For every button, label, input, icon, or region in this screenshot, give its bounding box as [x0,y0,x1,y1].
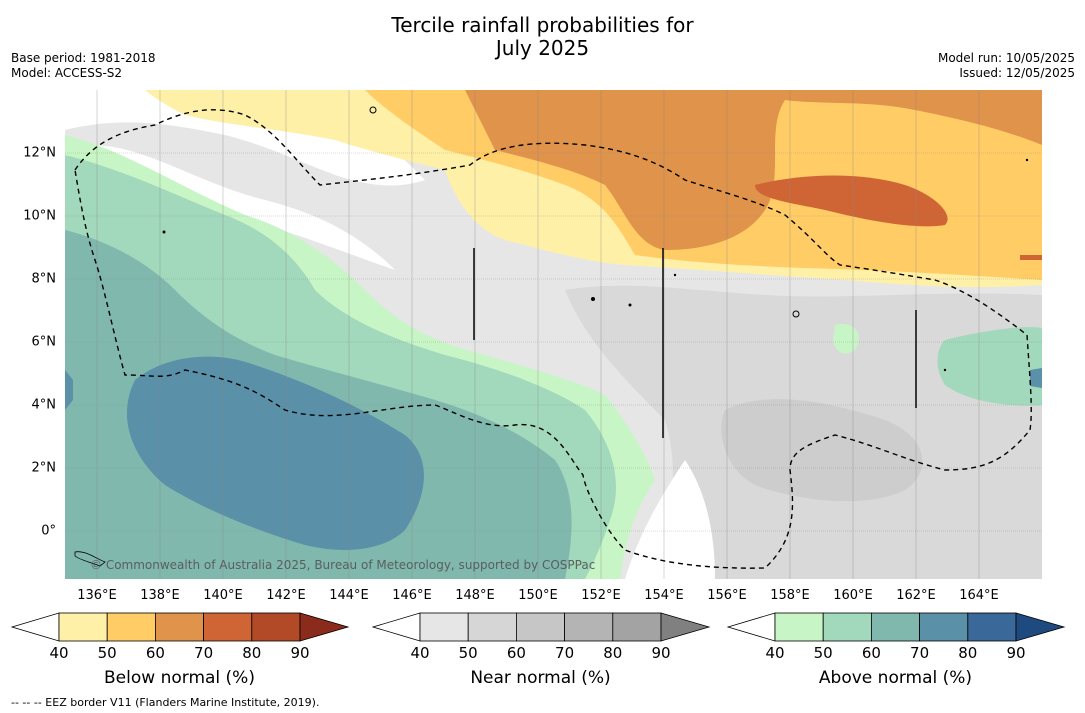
x-tick-label: 140°E [203,588,243,603]
y-tick-label: 6°N [31,334,57,350]
colorbar-under-arrow [11,612,60,642]
map-title: Tercile rainfall probabilities for July … [0,14,1085,60]
issued-date: Issued: 12/05/2025 [959,66,1075,80]
islands [74,106,1029,567]
below-normal-70-region [755,175,948,227]
colorbar-tick-label: 90 [290,644,310,662]
x-tick-label: 144°E [329,588,369,603]
colorbar-swatch [612,612,662,642]
colorbar-tick-label: 50 [97,644,117,662]
colorbar-tick-label: 50 [813,644,833,662]
meta-left: Base period: 1981-2018 Model: ACCESS-S2 [11,51,156,81]
x-tick-label: 158°E [770,588,810,603]
y-tick-label: 10°N [23,208,56,224]
eez-footnote: -- -- -- EEZ border V11 (Flanders Marine… [11,696,320,709]
colorbar-tick-label: 40 [765,644,785,662]
x-tick-label: 150°E [518,588,558,603]
colorbar-swatch [154,612,204,642]
colorbar-tick-label: 90 [651,644,671,662]
colorbar-swatch [251,612,301,642]
colorbar-over-arrow [660,612,711,642]
colorbar-swatch [967,612,1017,642]
x-tick-label: 146°E [392,588,432,603]
base-period: Base period: 1981-2018 [11,51,156,65]
title-line-1: Tercile rainfall probabilities for [391,13,694,37]
map-credit: © Commonwealth of Australia 2025, Bureau… [90,558,596,572]
colorbar-under-arrow [727,612,776,642]
colorbar-swatch [203,612,253,642]
x-tick-label: 160°E [833,588,873,603]
colorbar-over-arrow [299,612,350,642]
above-normal-east-70 [1030,368,1042,388]
colorbar-swatch [106,612,156,642]
colorbar-title: Near normal (%) [470,668,611,688]
x-tick-label: 152°E [581,588,621,603]
x-tick-label: 138°E [140,588,180,603]
colorbar-tick-label: 90 [1006,644,1026,662]
meta-right: Model run: 10/05/2025 Issued: 12/05/2025 [938,51,1075,81]
colorbar-swatch [822,612,872,642]
colorbar-tick-label: 70 [194,644,214,662]
x-tick-label: 148°E [455,588,495,603]
colorbar-tick-label: 80 [958,644,978,662]
colorbar-tick-label: 70 [910,644,930,662]
x-tick-label: 162°E [896,588,936,603]
y-tick-label: 4°N [31,397,57,413]
x-tick-label: 136°E [77,588,117,603]
y-tick-label: 12°N [23,145,56,161]
colorbar-tick-label: 50 [458,644,478,662]
colorbar-swatch [58,612,108,642]
y-tick-label: 2°N [31,460,57,476]
above-normal-patch [833,324,859,354]
x-tick-label: 154°E [644,588,684,603]
colorbar-tick-label: 60 [506,644,526,662]
eez-border [74,109,1032,569]
below-normal-60-region [465,90,1042,250]
colorbar-swatch [774,612,824,642]
colorbar-under-arrow [372,612,421,642]
title-line-2: July 2025 [495,36,590,60]
colorbar-swatch [870,612,920,642]
above-normal-east-region [937,327,1042,406]
colorbar-tick-label: 60 [145,644,165,662]
colorbar-title: Below normal (%) [104,668,255,688]
colorbar-swatch [919,612,969,642]
model-run: Model run: 10/05/2025 [937,51,1075,65]
below-normal-70-edge [1020,255,1042,260]
colorbar-tick-label: 40 [49,644,69,662]
colorbar-swatch [564,612,614,642]
x-tick-label: 164°E [959,588,999,603]
forecast-map [65,90,1042,579]
colorbar-swatch [419,612,469,642]
x-tick-label: 142°E [266,588,306,603]
map-canvas [65,90,1042,579]
colorbar [727,612,1066,642]
no-signal-bottom [625,460,715,579]
y-tick-label: 0° [41,523,56,539]
colorbar-tick-label: 70 [555,644,575,662]
colorbar [11,612,350,642]
colorbar-tick-label: 60 [861,644,881,662]
colorbar-swatch [515,612,565,642]
model-name: Model: ACCESS-S2 [11,66,123,80]
colorbar-swatch [467,612,517,642]
y-tick-label: 8°N [31,271,57,287]
colorbar [372,612,711,642]
colorbar-title: Above normal (%) [818,668,973,688]
x-tick-label: 156°E [707,588,747,603]
colorbar-tick-label: 80 [242,644,262,662]
near-normal-60-region [721,399,923,502]
above-normal-70-edge [65,370,73,410]
colorbar-tick-label: 40 [410,644,430,662]
colorbar-over-arrow [1015,612,1066,642]
colorbar-tick-label: 80 [603,644,623,662]
